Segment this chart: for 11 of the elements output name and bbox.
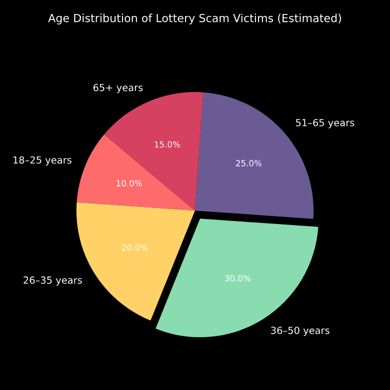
slice-label: 36–50 years <box>271 326 330 336</box>
data-label: 20.0% <box>122 244 148 251</box>
slice-label: 26–35 years <box>24 276 82 286</box>
slice-label: 51–65 years <box>296 118 354 128</box>
data-label: 10.0% <box>116 180 142 186</box>
chart-title: Age Distribution of Lottery Scam Victims (Estimated) <box>48 14 341 24</box>
slice-label: 65+ years <box>93 84 143 94</box>
data-label: 15.0% <box>154 141 180 148</box>
slice-label: 18–25 years <box>14 156 72 166</box>
data-label: 30.0% <box>225 275 250 282</box>
data-label: 25.0% <box>236 160 262 166</box>
